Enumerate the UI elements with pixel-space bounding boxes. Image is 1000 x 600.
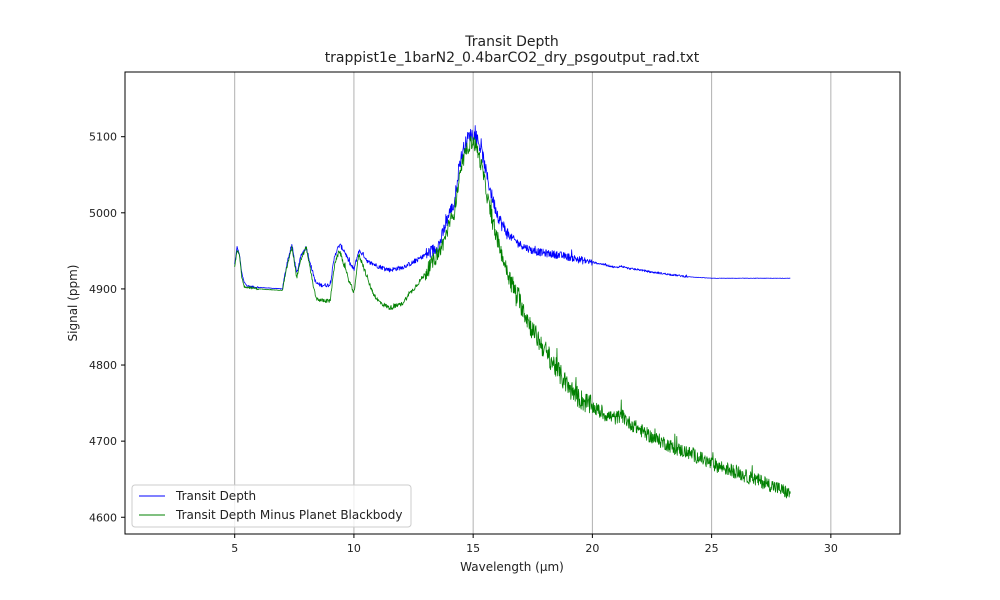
x-tick-label-10: 10 [347, 542, 361, 555]
x-tick-label-20: 20 [585, 542, 599, 555]
y-tick-label-4900: 4900 [89, 283, 117, 296]
y-axis-ticks: 4600 4700 4800 4900 5000 5100 [89, 131, 125, 524]
plot-area-frame [124, 71, 901, 535]
grid-lines [234, 72, 832, 534]
y-axis-label: Signal (ppm) [66, 265, 80, 342]
legend-label-minus-blackbody: Transit Depth Minus Planet Blackbody [175, 508, 402, 522]
chart-title: Transit Depth [464, 34, 558, 50]
y-tick-label-5100: 5100 [89, 131, 117, 144]
y-tick-label-4700: 4700 [89, 435, 117, 448]
x-tick-label-30: 30 [824, 542, 838, 555]
series-line-0 [234, 125, 791, 290]
legend-box [131, 484, 412, 528]
x-tick-label-15: 15 [466, 542, 480, 555]
x-tick-label-25: 25 [705, 542, 719, 555]
legend-label-transit-depth: Transit Depth [175, 489, 256, 503]
y-tick-label-4600: 4600 [89, 511, 117, 524]
chart-subtitle: trappist1e_1barN2_0.4barCO2_dry_psgoutpu… [325, 50, 700, 66]
x-tick-label-5: 5 [231, 542, 238, 555]
series-line-1 [234, 135, 791, 499]
y-tick-label-5000: 5000 [89, 207, 117, 220]
x-axis-label: Wavelength (µm) [460, 560, 564, 574]
legend: Transit Depth Transit Depth Minus Planet… [131, 484, 412, 528]
series-layer [234, 125, 791, 499]
y-tick-label-4800: 4800 [89, 359, 117, 372]
x-axis-ticks: 5 10 15 20 25 30 [231, 534, 838, 555]
